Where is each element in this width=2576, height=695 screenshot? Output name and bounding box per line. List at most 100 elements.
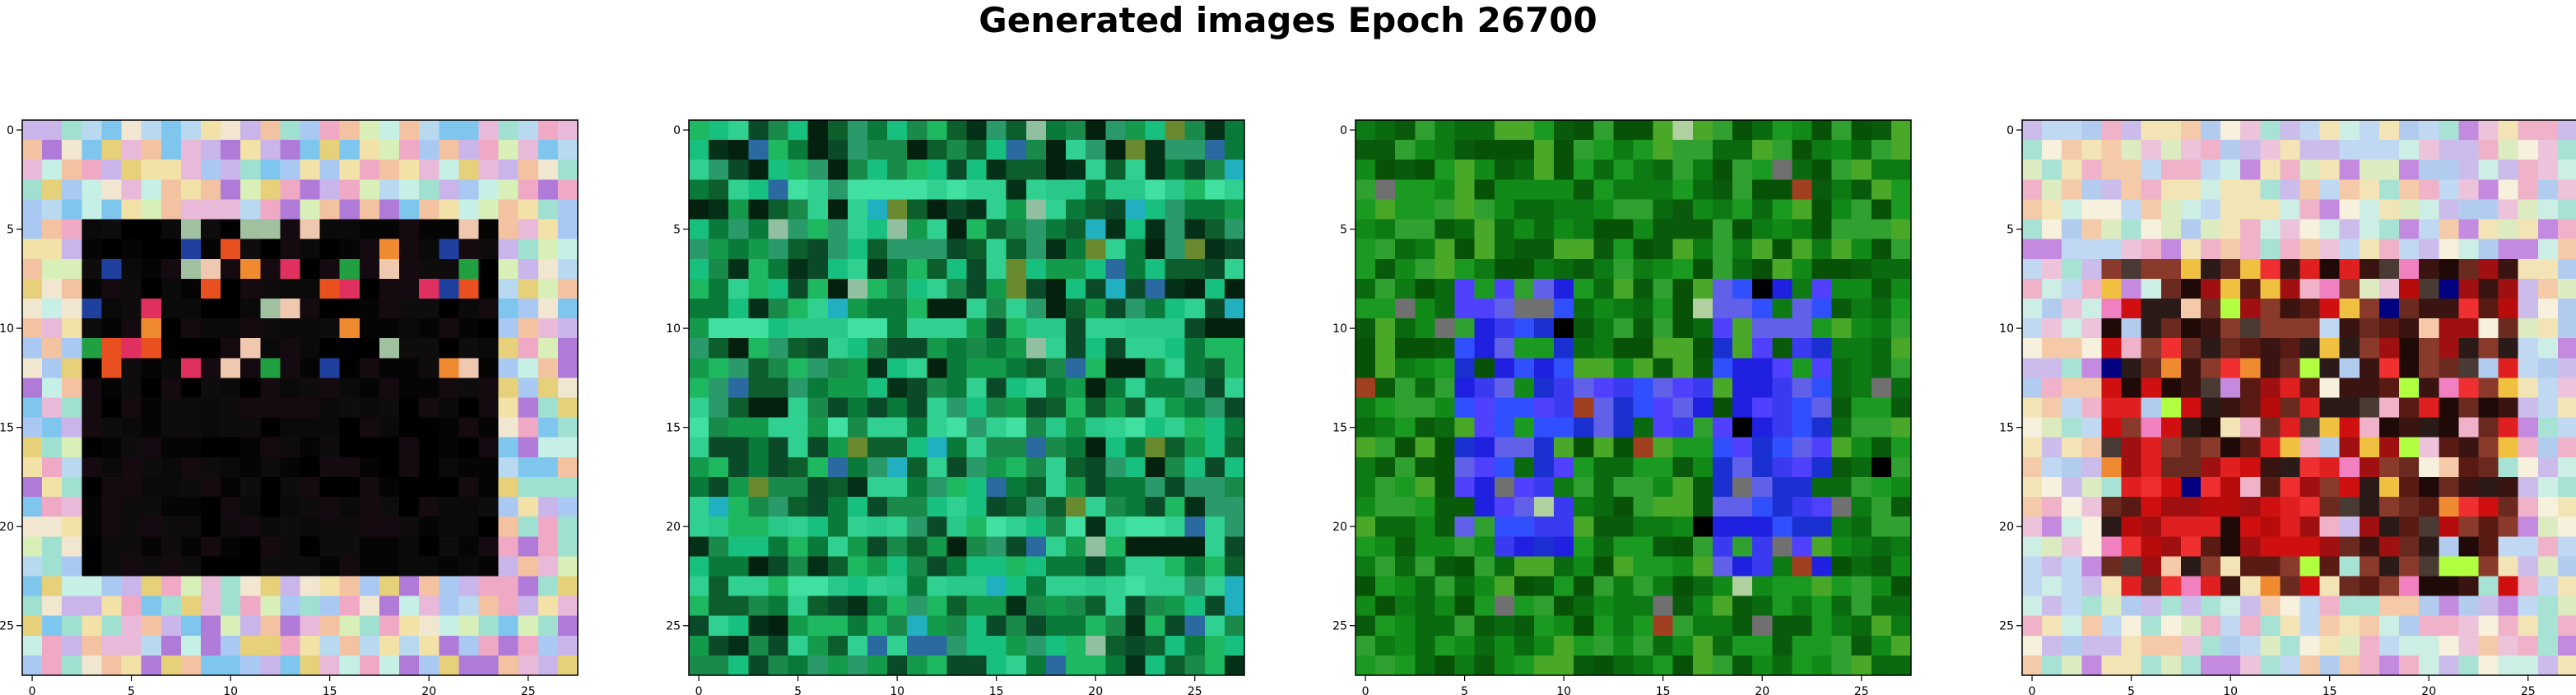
pixel-cell: [2121, 536, 2142, 557]
pixel-cell: [1831, 278, 1853, 299]
pixel-cell: [1224, 655, 1245, 676]
pixel-cell: [1593, 140, 1614, 160]
pixel-cell: [2557, 160, 2576, 180]
pixel-cell: [399, 258, 420, 280]
pixel-cell: [300, 497, 321, 517]
pixel-cell: [1890, 278, 1912, 299]
pixel-cell: [1851, 278, 1872, 299]
pixel-cell: [2180, 556, 2202, 577]
pixel-cell: [1851, 179, 1872, 201]
pixel-cell: [1375, 576, 1396, 597]
pixel-cell: [1434, 239, 1456, 260]
pixel-cell: [2518, 179, 2539, 201]
pixel-cell: [379, 160, 400, 180]
pixel-cell: [300, 517, 321, 537]
pixel-cell: [200, 497, 221, 517]
pixel-cell: [689, 179, 709, 201]
pixel-cell: [768, 318, 789, 339]
pixel-cell: [1732, 456, 1753, 478]
pixel-cell: [728, 655, 749, 676]
pixel-cell: [1554, 179, 1574, 201]
pixel-cell: [1165, 239, 1186, 260]
pixel-cell: [2200, 397, 2221, 419]
pixel-cell: [121, 140, 142, 160]
pixel-cell: [986, 219, 1007, 240]
pixel-cell: [478, 298, 500, 319]
pixel-cell: [557, 635, 579, 656]
pixel-cell: [221, 258, 241, 280]
pixel-cell: [557, 497, 579, 517]
pixel-cell: [2359, 318, 2380, 339]
pixel-cell: [1415, 576, 1436, 597]
pixel-cell: [907, 179, 928, 201]
pixel-cell: [1204, 258, 1225, 280]
pixel-cell: [2557, 219, 2576, 240]
pixel-cell: [379, 219, 400, 240]
pixel-cell: [2299, 456, 2321, 478]
pixel-cell: [2141, 258, 2162, 280]
pixel-cell: [458, 615, 480, 637]
pixel-cell: [2378, 278, 2400, 299]
pixel-cell: [1434, 338, 1456, 359]
pixel-cell: [1811, 397, 1833, 419]
pixel-cell: [1533, 160, 1555, 180]
pixel-cell: [2498, 556, 2519, 577]
pixel-cell: [1454, 298, 1476, 319]
pixel-cell: [2101, 140, 2123, 160]
pixel-cell: [141, 635, 162, 656]
pixel-cell: [2378, 576, 2400, 597]
pixel-cell: [2319, 615, 2341, 637]
pixel-cell: [1533, 140, 1555, 160]
pixel-cell: [62, 595, 82, 617]
pixel-cell: [2081, 437, 2103, 458]
pixel-cell: [709, 120, 729, 141]
pixel-cell: [81, 140, 103, 160]
pixel-cell: [807, 179, 829, 201]
pixel-cell: [557, 655, 579, 676]
pixel-cell: [827, 179, 849, 201]
pixel-cell: [2042, 120, 2062, 141]
pixel-cell: [1554, 476, 1574, 498]
pixel-cell: [101, 576, 123, 597]
pixel-cell: [180, 517, 202, 537]
pixel-cell: [1006, 456, 1027, 478]
pixel-cell: [768, 517, 789, 537]
pixel-cell: [498, 576, 519, 597]
pixel-cell: [1125, 160, 1146, 180]
pixel-cell: [1494, 199, 1515, 220]
pixel-cell: [689, 517, 709, 537]
pixel-cell: [1415, 378, 1436, 399]
pixel-cell: [2062, 635, 2082, 656]
pixel-cell: [200, 517, 221, 537]
pixel-cell: [867, 219, 888, 240]
pixel-cell: [1045, 536, 1067, 557]
pixel-cell: [240, 397, 261, 419]
pixel-cell: [907, 635, 928, 656]
pixel-cell: [280, 140, 301, 160]
pixel-cell: [1204, 219, 1225, 240]
pixel-cell: [537, 239, 559, 260]
pixel-cell: [260, 517, 281, 537]
pixel-cell: [2339, 536, 2360, 557]
pixel-cell: [1890, 160, 1912, 180]
pixel-cell: [1105, 615, 1126, 637]
pixel-cell: [1752, 298, 1773, 319]
pixel-cell: [1474, 378, 1495, 399]
pixel-cell: [2240, 258, 2261, 280]
pixel-cell: [748, 517, 770, 537]
pixel-cell: [887, 160, 908, 180]
pixel-cell: [2101, 338, 2123, 359]
pixel-cell: [1752, 120, 1773, 141]
pixel-cell: [1712, 655, 1733, 676]
pixel-cell: [1653, 298, 1674, 319]
pixel-cell: [1415, 417, 1436, 438]
pixel-cell: [847, 437, 868, 458]
pixel-cell: [180, 199, 202, 220]
pixel-cell: [2022, 378, 2043, 399]
pixel-cell: [62, 298, 82, 319]
pixel-cell: [2260, 338, 2281, 359]
pixel-cell: [728, 338, 749, 359]
pixel-cell: [399, 278, 420, 299]
pixel-cell: [1851, 258, 1872, 280]
pixel-cell: [966, 497, 988, 517]
